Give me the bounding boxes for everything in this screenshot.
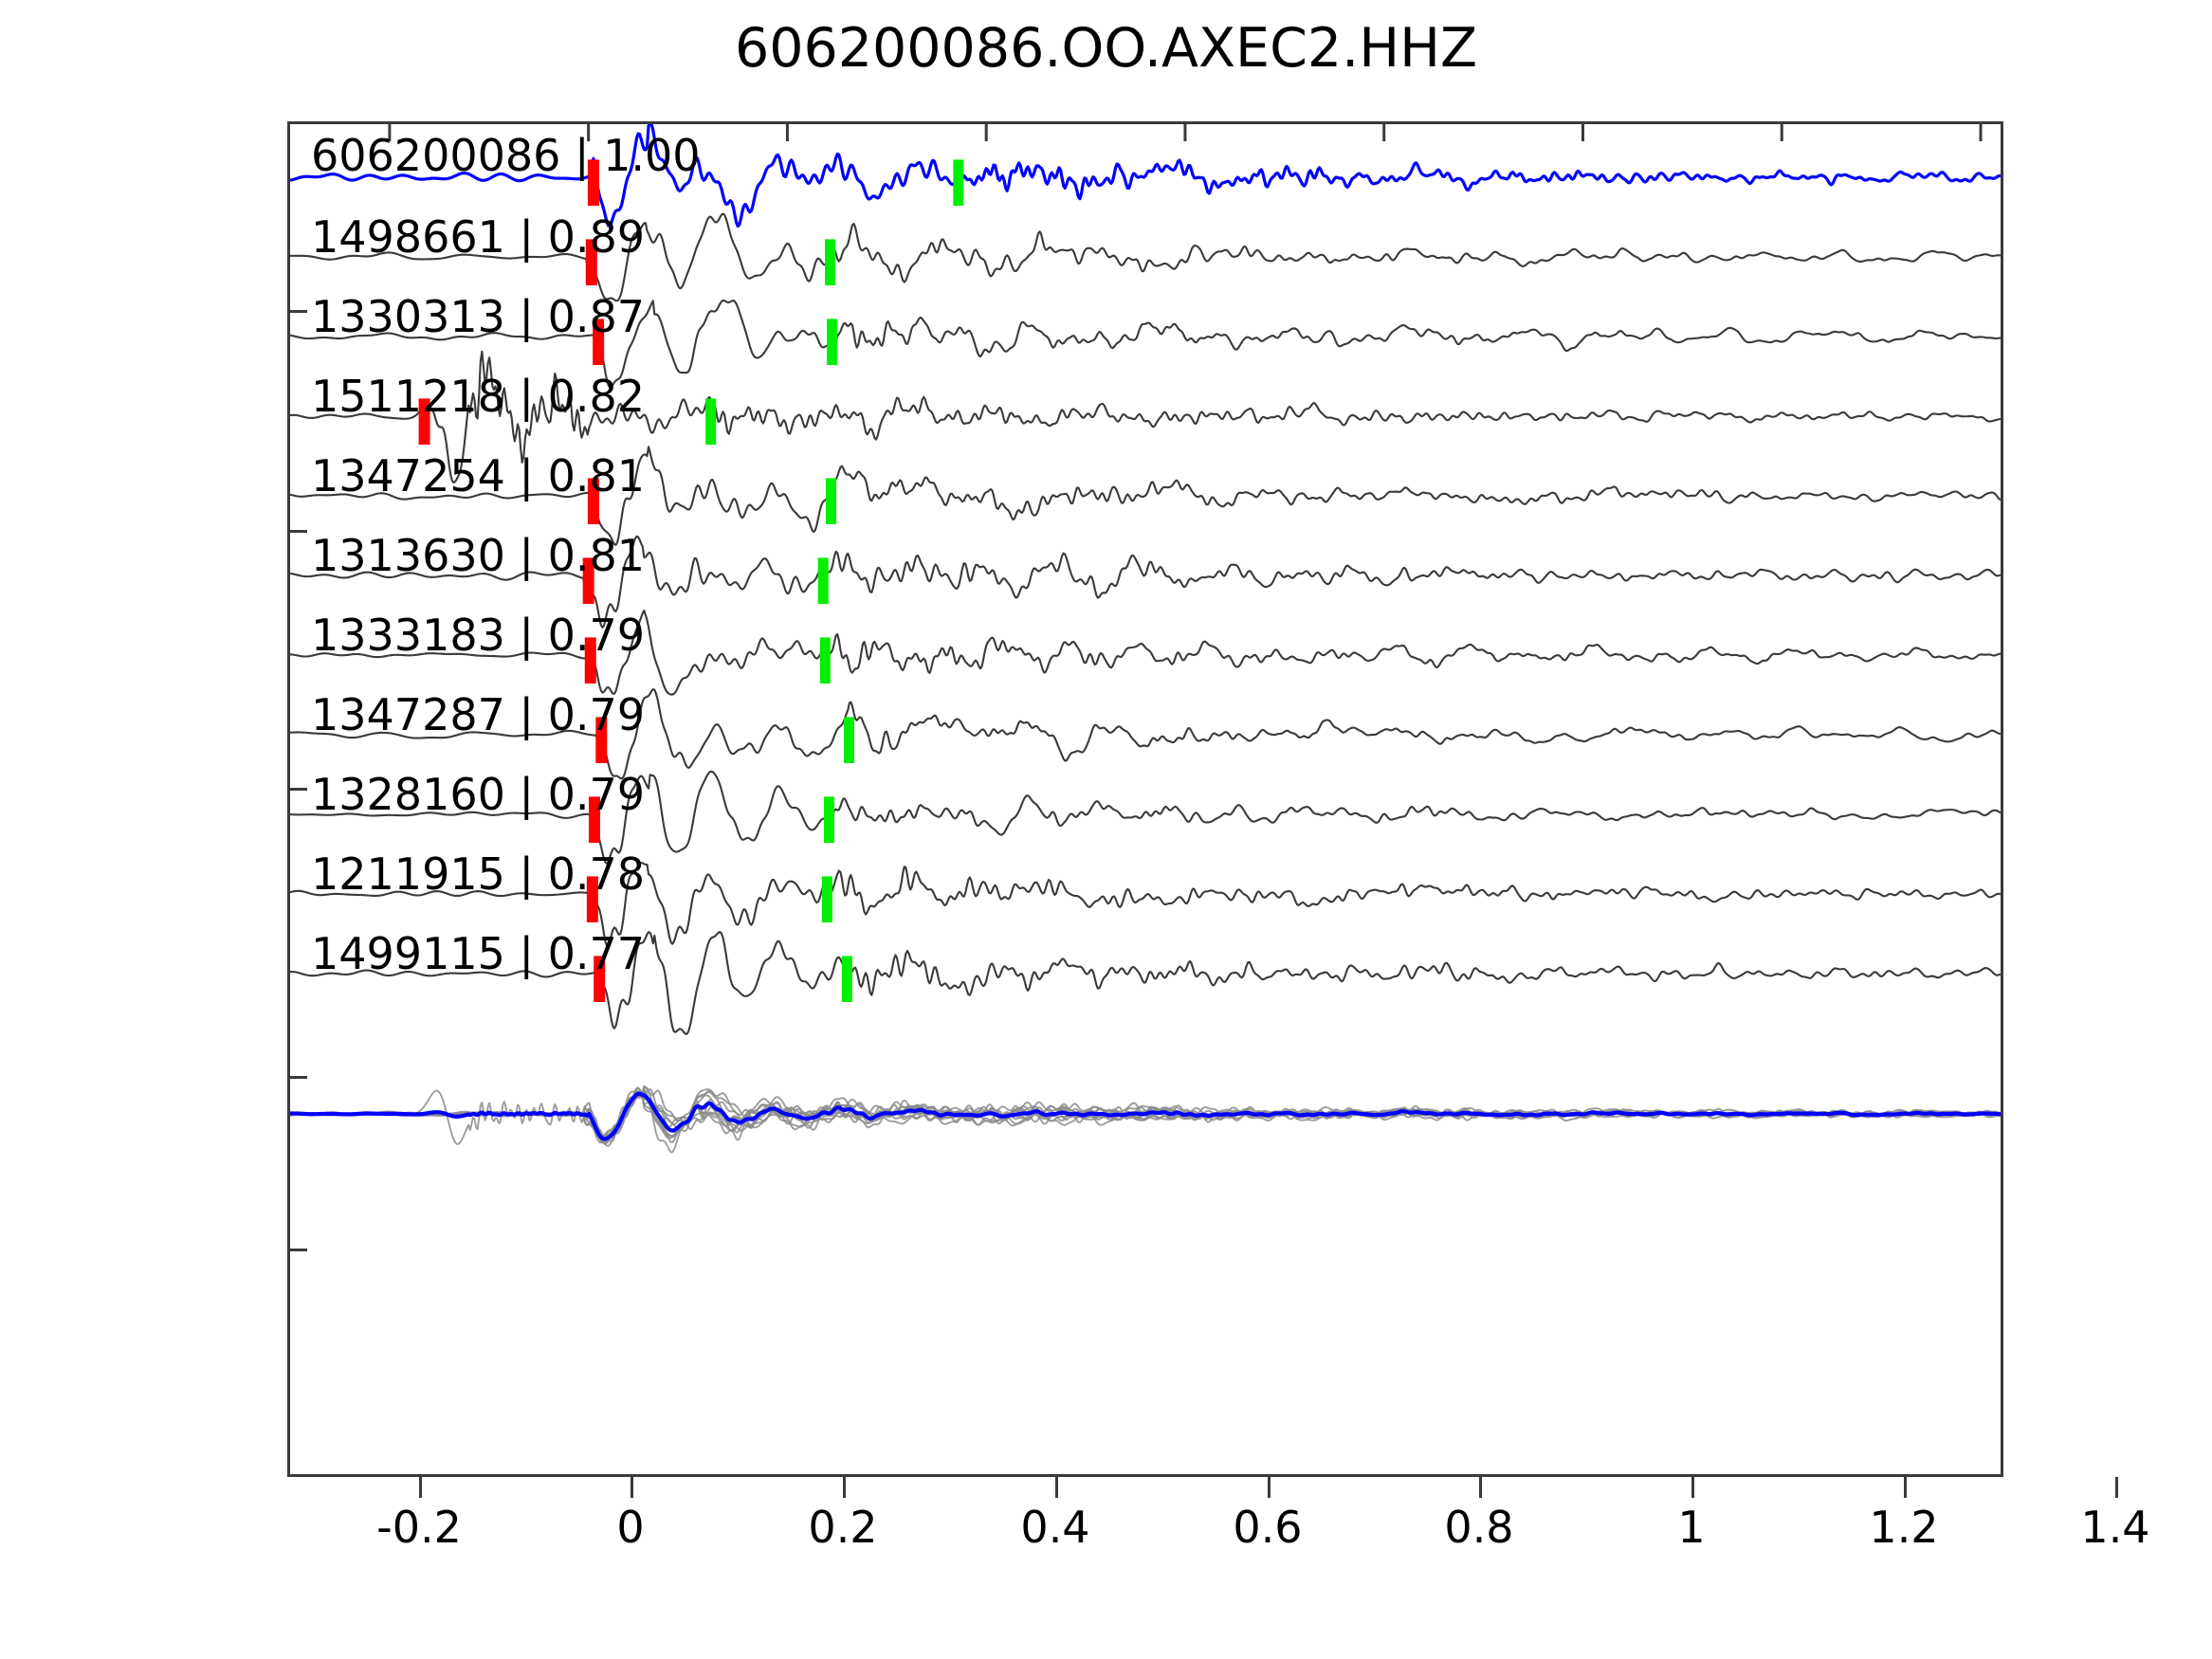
x-tick-mark — [1055, 1477, 1058, 1498]
waveform-path — [290, 688, 2001, 780]
p-pick-marker-1511218 — [418, 398, 430, 445]
s-pick-marker-1330313 — [827, 319, 838, 365]
s-pick-marker-1347254 — [826, 478, 837, 524]
x-tick-mark-top — [1780, 124, 1783, 141]
trace-label-1313630: 1313630 | 0.81 — [311, 530, 646, 581]
x-tick-mark-top — [1979, 124, 1983, 141]
s-pick-marker-1313630 — [817, 557, 829, 604]
x-tick-label: 1.2 — [1869, 1502, 1939, 1553]
p-pick-marker-1313630 — [582, 557, 594, 604]
p-pick-marker-1328160 — [588, 796, 600, 843]
y-tick-mark — [290, 1249, 307, 1251]
x-tick-mark-top — [984, 124, 988, 141]
trace-label-1330313: 1330313 | 0.87 — [311, 291, 646, 342]
x-tick-mark-top — [1382, 124, 1386, 141]
x-tick-mark — [843, 1477, 846, 1498]
x-tick-mark — [419, 1477, 422, 1498]
page-title: 606200086.OO.AXEC2.HHZ — [734, 17, 1478, 80]
waveform-path — [290, 862, 2001, 947]
x-tick-label: 0.6 — [1233, 1502, 1303, 1553]
s-pick-marker-1333183 — [819, 637, 831, 684]
p-pick-marker-1333183 — [584, 637, 596, 684]
x-tick-mark — [1904, 1477, 1907, 1498]
waveform-path — [290, 1090, 2001, 1144]
trace-label-606200086: 606200086 | 1.00 — [311, 130, 701, 181]
y-tick-mark — [290, 1076, 307, 1079]
trace-label-1511218: 1511218 | 0.82 — [311, 371, 646, 422]
x-tick-mark-top — [785, 124, 789, 141]
x-tick-mark — [1479, 1477, 1482, 1498]
waveform-path — [290, 212, 2001, 302]
x-tick-mark-top — [587, 124, 591, 141]
p-pick-marker-1498661 — [585, 239, 597, 285]
trace-label-1498661: 1498661 | 0.89 — [311, 211, 646, 263]
s-pick-marker-1511218 — [705, 398, 717, 445]
waveform-path — [290, 124, 2001, 228]
x-tick-mark — [631, 1477, 633, 1498]
y-tick-mark — [290, 530, 307, 533]
waveform-path — [290, 535, 2001, 629]
s-pick-marker-1498661 — [825, 239, 836, 285]
trace-label-1333183: 1333183 | 0.79 — [311, 610, 646, 661]
waveform-path — [290, 610, 2001, 696]
waveform-canvas — [290, 124, 2001, 1251]
x-tick-label: 0 — [616, 1502, 645, 1553]
trace-label-1211915: 1211915 | 0.78 — [311, 848, 646, 900]
waveform-path — [290, 350, 2001, 484]
x-tick-mark-top — [388, 124, 392, 141]
x-tick-label: -0.2 — [376, 1502, 462, 1553]
p-pick-marker-1330313 — [593, 319, 605, 365]
x-tick-mark-top — [1581, 124, 1584, 141]
s-pick-marker-1211915 — [821, 876, 832, 922]
axes-inner — [290, 124, 2001, 1474]
x-tick-mark — [2115, 1477, 2118, 1498]
x-tick-mark-top — [1183, 124, 1187, 141]
x-tick-label: 1 — [1677, 1502, 1706, 1553]
x-tick-label: 0.2 — [808, 1502, 878, 1553]
trace-label-1499115: 1499115 | 0.77 — [311, 928, 646, 979]
waveform-axes: 606200086 | 1.00 1498661 | 0.89 1330313 … — [287, 121, 2003, 1477]
trace-label-1347287: 1347287 | 0.79 — [311, 689, 646, 740]
x-axis: -0.2 0 0.2 0.4 0.6 0.8 1 1.2 1.4 — [287, 1477, 2150, 1562]
p-pick-marker-1499115 — [594, 956, 606, 1002]
s-pick-marker-1328160 — [823, 796, 834, 843]
x-tick-label: 0.8 — [1444, 1502, 1514, 1553]
trace-label-1328160: 1328160 | 0.79 — [311, 769, 646, 820]
p-pick-marker-1347287 — [595, 717, 608, 763]
waveform-path — [290, 446, 2001, 546]
x-tick-label: 0.4 — [1020, 1502, 1090, 1553]
waveform-path — [290, 931, 2001, 1035]
y-tick-mark — [290, 310, 307, 313]
waveform-path — [290, 1091, 2001, 1141]
trace-label-1347254: 1347254 | 0.81 — [311, 450, 646, 501]
y-tick-mark — [290, 788, 307, 791]
waveform-path — [290, 770, 2001, 865]
p-pick-marker-1211915 — [586, 876, 598, 922]
p-pick-marker-1347254 — [587, 478, 599, 524]
x-tick-label: 1.4 — [2080, 1502, 2150, 1553]
s-pick-marker-1499115 — [841, 956, 852, 1002]
s-pick-marker-1347287 — [843, 717, 854, 763]
waveform-path — [290, 299, 2001, 389]
s-pick-marker-606200086 — [953, 159, 964, 206]
x-tick-mark — [1691, 1477, 1694, 1498]
p-pick-marker-606200086 — [587, 159, 599, 206]
x-tick-mark — [1268, 1477, 1271, 1498]
